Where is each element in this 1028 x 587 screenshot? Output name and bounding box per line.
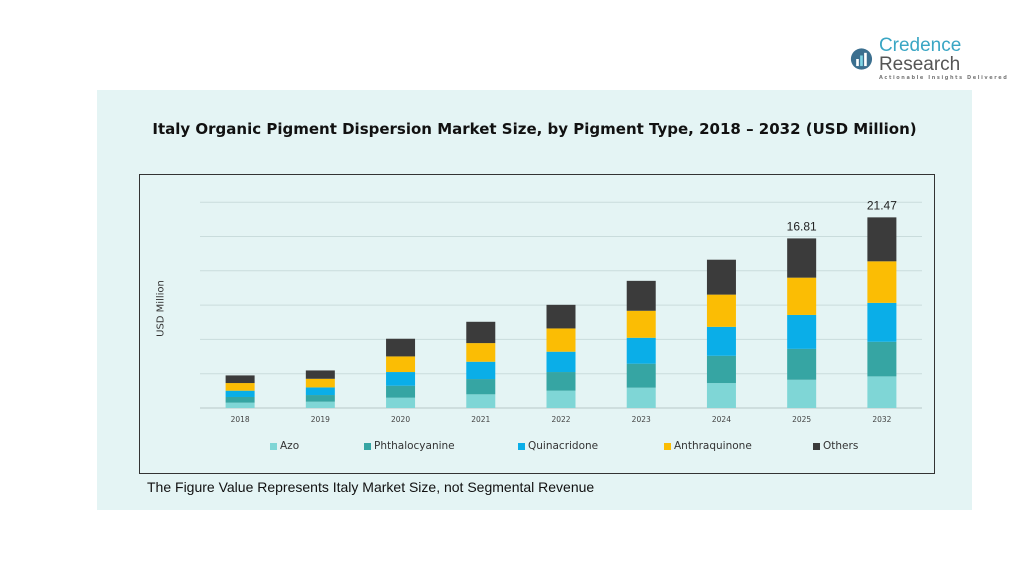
data-label: 16.81 (787, 219, 817, 233)
data-label: 21.47 (867, 198, 897, 212)
chart-frame (139, 174, 935, 474)
bar-segment-anthraquinone-2022 (546, 328, 576, 352)
logo-name: Credence Research (879, 36, 1028, 74)
bar-segment-phthalocyanine-2020 (386, 385, 416, 398)
brand-logo: Credence Research Actionable Insights De… (850, 36, 1028, 81)
legend-item-quinacridone: Quinacridone (518, 440, 598, 452)
chart-panel (97, 90, 972, 510)
bar-segment-phthalocyanine-2024 (706, 355, 736, 384)
bar-segment-others-2022 (546, 304, 576, 329)
bar-segment-azo-2021 (466, 394, 496, 408)
bar-segment-azo-2022 (546, 390, 576, 408)
bar-segment-others-2024 (706, 259, 736, 295)
bar-segment-anthraquinone-2019 (305, 378, 335, 388)
bar-segment-azo-2019 (305, 401, 335, 408)
bar-segment-quinacridone-2019 (305, 387, 335, 396)
x-tick-label: 2021 (471, 415, 490, 424)
x-tick-label: 2024 (712, 415, 731, 424)
bar-segment-quinacridone-2025 (787, 314, 817, 349)
bar-segment-azo-2018 (225, 402, 255, 408)
bar-segment-phthalocyanine-2022 (546, 372, 576, 391)
legend-label: Others (823, 440, 859, 452)
bar-segment-quinacridone-2023 (626, 337, 656, 364)
bar-segment-phthalocyanine-2032 (867, 341, 897, 377)
legend-label: Anthraquinone (674, 440, 752, 452)
bar-segment-others-2032 (867, 217, 897, 262)
bar-segment-others-2019 (305, 370, 335, 379)
legend-label: Phthalocyanine (374, 440, 455, 452)
bar-segment-quinacridone-2022 (546, 351, 576, 373)
bar-segment-phthalocyanine-2023 (626, 363, 656, 388)
bar-segment-quinacridone-2032 (867, 302, 897, 342)
bar-segment-anthraquinone-2024 (706, 294, 736, 327)
bar-segment-anthraquinone-2025 (787, 277, 817, 315)
x-tick-label: 2018 (231, 415, 250, 424)
legend-label: Azo (280, 440, 300, 452)
bar-segment-quinacridone-2024 (706, 326, 736, 356)
bar-segment-anthraquinone-2023 (626, 310, 656, 338)
x-tick-label: 2023 (632, 415, 651, 424)
legend-item-others: Others (813, 440, 858, 452)
bar-segment-phthalocyanine-2021 (466, 379, 496, 395)
bar-segment-anthraquinone-2020 (386, 356, 416, 373)
bar-segment-others-2023 (626, 280, 656, 311)
bar-segment-others-2018 (225, 375, 255, 384)
legend-item-azo: Azo (270, 440, 299, 452)
bar-segment-anthraquinone-2018 (225, 383, 255, 391)
bar-segment-phthalocyanine-2018 (225, 396, 255, 403)
logo-icon (850, 47, 873, 70)
legend-swatch (270, 442, 277, 450)
bar-segment-azo-2032 (867, 376, 897, 408)
bar-segment-quinacridone-2021 (466, 361, 496, 380)
bar-segment-azo-2024 (706, 383, 736, 408)
legend-item-phthalocyanine: Phthalocyanine (364, 440, 455, 452)
legend-swatch (518, 442, 525, 450)
x-tick-label: 2022 (551, 415, 570, 424)
bar-segment-quinacridone-2018 (225, 390, 255, 397)
footnote: The Figure Value Represents Italy Market… (147, 479, 595, 495)
bar-segment-anthraquinone-2032 (867, 261, 897, 303)
bar-segment-azo-2023 (626, 387, 656, 408)
x-tick-label: 2032 (872, 415, 891, 424)
x-tick-label: 2020 (391, 415, 410, 424)
chart-title: Italy Organic Pigment Dispersion Market … (152, 120, 917, 138)
bar-segment-quinacridone-2020 (386, 372, 416, 386)
legend-item-anthraquinone: Anthraquinone (664, 440, 752, 452)
legend-swatch (813, 442, 820, 450)
logo-name-part1: Credence (878, 35, 962, 56)
bar-segment-azo-2025 (787, 379, 817, 408)
bar-segment-others-2025 (787, 238, 817, 278)
legend-swatch (364, 442, 371, 450)
bar-segment-phthalocyanine-2025 (787, 348, 817, 380)
legend-swatch (664, 442, 671, 450)
x-tick-label: 2019 (311, 415, 330, 424)
bar-segment-anthraquinone-2021 (466, 343, 496, 362)
bar-segment-phthalocyanine-2019 (305, 395, 335, 402)
bar-segment-others-2020 (386, 338, 416, 357)
bar-segment-azo-2020 (386, 397, 416, 408)
logo-name-part2: Research (878, 54, 961, 75)
x-tick-label: 2025 (792, 415, 811, 424)
logo-tagline: Actionable Insights Delivered (878, 75, 1009, 81)
legend-label: Quinacridone (528, 440, 599, 452)
bar-segment-others-2021 (466, 321, 496, 344)
